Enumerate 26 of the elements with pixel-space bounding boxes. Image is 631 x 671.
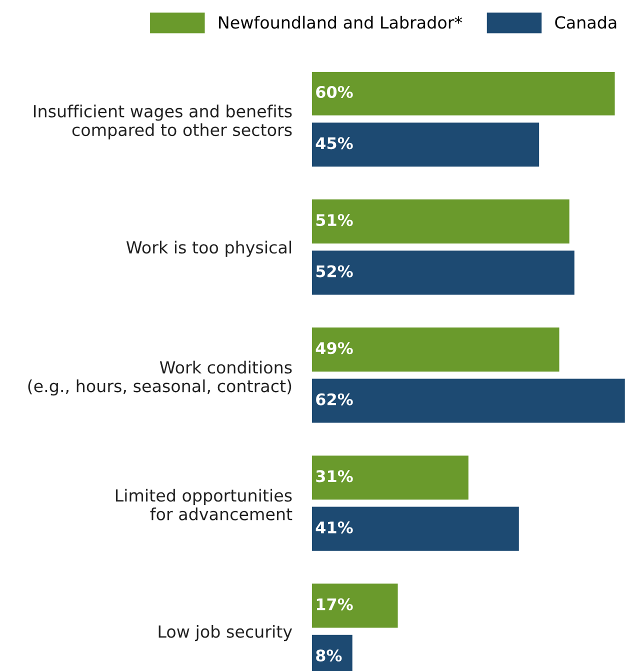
data-label: 52% <box>316 265 353 278</box>
legend-label: Canada <box>555 16 616 29</box>
y-tick-label: Low job security <box>158 624 292 642</box>
bar <box>312 328 560 372</box>
legend-label: Newfoundland and Labrador* <box>219 16 462 29</box>
y-tick-label: Work is too physical <box>126 240 291 257</box>
bar <box>312 506 519 551</box>
bar <box>312 456 468 500</box>
bar <box>312 584 398 628</box>
data-label: 17% <box>316 598 353 610</box>
data-label: 8% <box>316 649 342 662</box>
y-tick-label: Limited opportunities for advancement <box>116 488 292 520</box>
data-label: 62% <box>316 393 353 406</box>
bar <box>312 72 615 116</box>
y-tick-label: Work conditions (e.g., hours, seasonal, contract) <box>28 360 292 396</box>
bar <box>312 199 570 244</box>
data-label: 60% <box>316 86 353 98</box>
bar <box>312 122 540 167</box>
data-label: 51% <box>316 214 353 226</box>
data-label: 49% <box>316 342 353 354</box>
y-tick-label: Insufficient wages and benefits compared to other sectors <box>34 104 292 140</box>
bar <box>312 250 574 295</box>
data-label: 45% <box>316 137 353 150</box>
bar <box>312 378 625 423</box>
data-label: 31% <box>316 470 353 482</box>
data-label: 41% <box>316 521 353 534</box>
